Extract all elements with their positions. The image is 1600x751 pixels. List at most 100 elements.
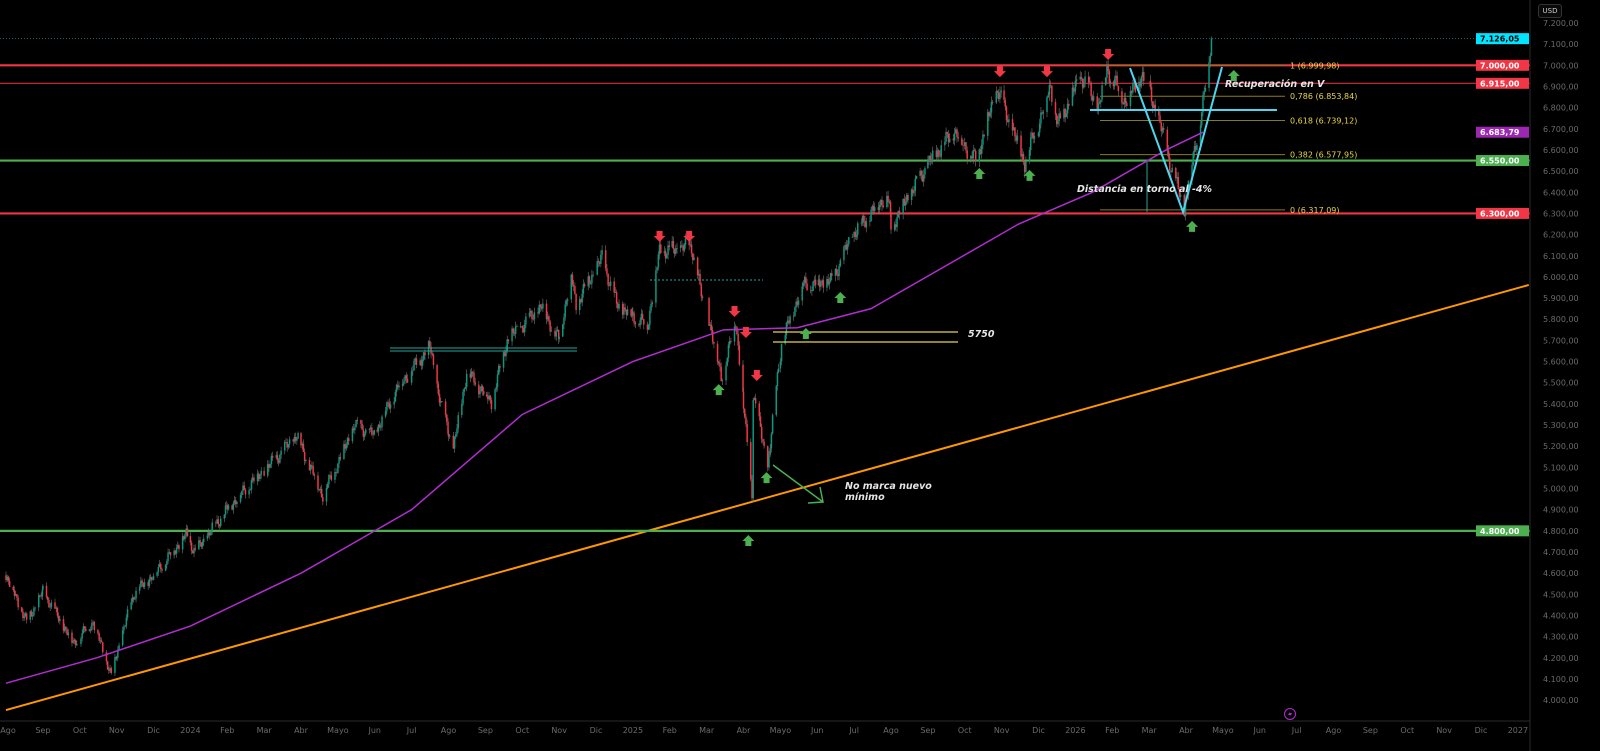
candle-body	[56, 607, 59, 616]
candle-body	[728, 341, 731, 345]
candle-body	[991, 101, 994, 103]
candle-body	[287, 444, 290, 448]
candle-body	[452, 435, 455, 449]
time-tick-label: Oct	[1400, 726, 1414, 735]
candle-body	[745, 416, 747, 424]
price-tick-label: 5.000,00	[1543, 485, 1579, 494]
price-badge	[1476, 77, 1529, 89]
candle-body	[318, 489, 320, 491]
candle-body	[864, 220, 866, 228]
candle-body	[865, 221, 868, 228]
candle-body	[242, 485, 244, 492]
fib-level-label: 0,382 (6.577,95)	[1290, 151, 1357, 160]
candle-body	[481, 386, 484, 392]
candle-body	[59, 619, 61, 622]
candle-body	[125, 617, 128, 626]
candle-body	[277, 460, 280, 463]
candle-body	[441, 401, 443, 402]
candle-body	[532, 318, 534, 320]
candle-body	[194, 548, 196, 550]
candle-body	[546, 316, 549, 320]
candle-body	[1121, 91, 1123, 104]
candle-body	[313, 474, 316, 476]
candle-body	[283, 442, 286, 451]
candle-body	[371, 427, 373, 435]
candle-body	[615, 292, 618, 304]
candle-body	[470, 371, 473, 378]
candle-body	[1108, 71, 1111, 84]
candle-body	[738, 345, 741, 365]
candle-body	[1196, 144, 1198, 151]
candle-body	[437, 383, 440, 394]
candle-body	[234, 500, 237, 505]
candle-body	[1160, 122, 1163, 132]
candle-body	[250, 480, 253, 490]
candle-body	[822, 280, 825, 288]
candle-body	[193, 548, 195, 554]
candle-body	[1192, 152, 1195, 165]
price-axis[interactable]	[1530, 0, 1600, 751]
currency-button[interactable]: USD	[1538, 4, 1562, 18]
candle-body	[337, 463, 339, 473]
candle-body	[529, 310, 532, 313]
candle-body	[73, 640, 76, 642]
candle-body	[388, 402, 391, 409]
time-tick-label: Mar	[1142, 726, 1158, 735]
candle-body	[490, 400, 493, 410]
candle-body	[845, 244, 848, 250]
candle-body	[1134, 82, 1137, 92]
candle-body	[80, 638, 82, 645]
candle-body	[1081, 78, 1084, 88]
candle-body	[1184, 201, 1187, 216]
candle-body	[169, 552, 172, 556]
candle-body	[505, 350, 507, 357]
candle-body	[1101, 85, 1103, 100]
candle-body	[108, 669, 110, 671]
candle-body	[820, 283, 822, 287]
candle-body	[930, 158, 933, 162]
candle-body	[387, 402, 389, 404]
candle-body	[973, 150, 976, 151]
candle-body	[640, 313, 643, 321]
candle-body	[733, 326, 736, 342]
candle-body	[1104, 77, 1107, 86]
candle-body	[464, 386, 467, 389]
candle-body	[8, 581, 11, 587]
candle-body	[607, 273, 609, 286]
candle-body	[915, 175, 918, 179]
candle-body	[335, 472, 337, 473]
candle-body	[419, 360, 421, 365]
candle-body	[457, 415, 459, 429]
candle-body	[395, 384, 398, 392]
candle-body	[223, 514, 226, 519]
candle-body	[904, 201, 907, 206]
candle-body	[219, 518, 222, 527]
time-tick-label: Dic	[590, 726, 603, 735]
candle-body	[649, 310, 651, 325]
price-tick-label: 5.900,00	[1543, 294, 1579, 303]
candle-body	[432, 354, 435, 365]
candle-body	[201, 541, 204, 547]
time-tick-label: Nov	[1436, 726, 1452, 735]
price-tick-label: 4.400,00	[1543, 611, 1579, 620]
candle-body	[1041, 112, 1043, 114]
candle-body	[494, 389, 496, 410]
green-arrow-line	[772, 464, 824, 503]
candle-body	[693, 257, 695, 260]
candle-body	[606, 268, 608, 274]
candle-body	[871, 205, 874, 210]
candle-body	[83, 626, 86, 629]
candle-body	[1129, 90, 1132, 107]
price-tick-label: 6.400,00	[1543, 188, 1579, 197]
candle-body	[74, 640, 77, 646]
lightning-icon[interactable]	[1284, 708, 1296, 720]
candle-body	[16, 594, 18, 598]
candle-body	[754, 398, 757, 404]
candle-body	[1015, 136, 1017, 141]
up-arrow-icon	[799, 327, 812, 339]
candle-body	[902, 199, 904, 215]
candle-body	[924, 168, 926, 175]
candle-body	[319, 488, 322, 490]
candle-body	[750, 442, 752, 480]
